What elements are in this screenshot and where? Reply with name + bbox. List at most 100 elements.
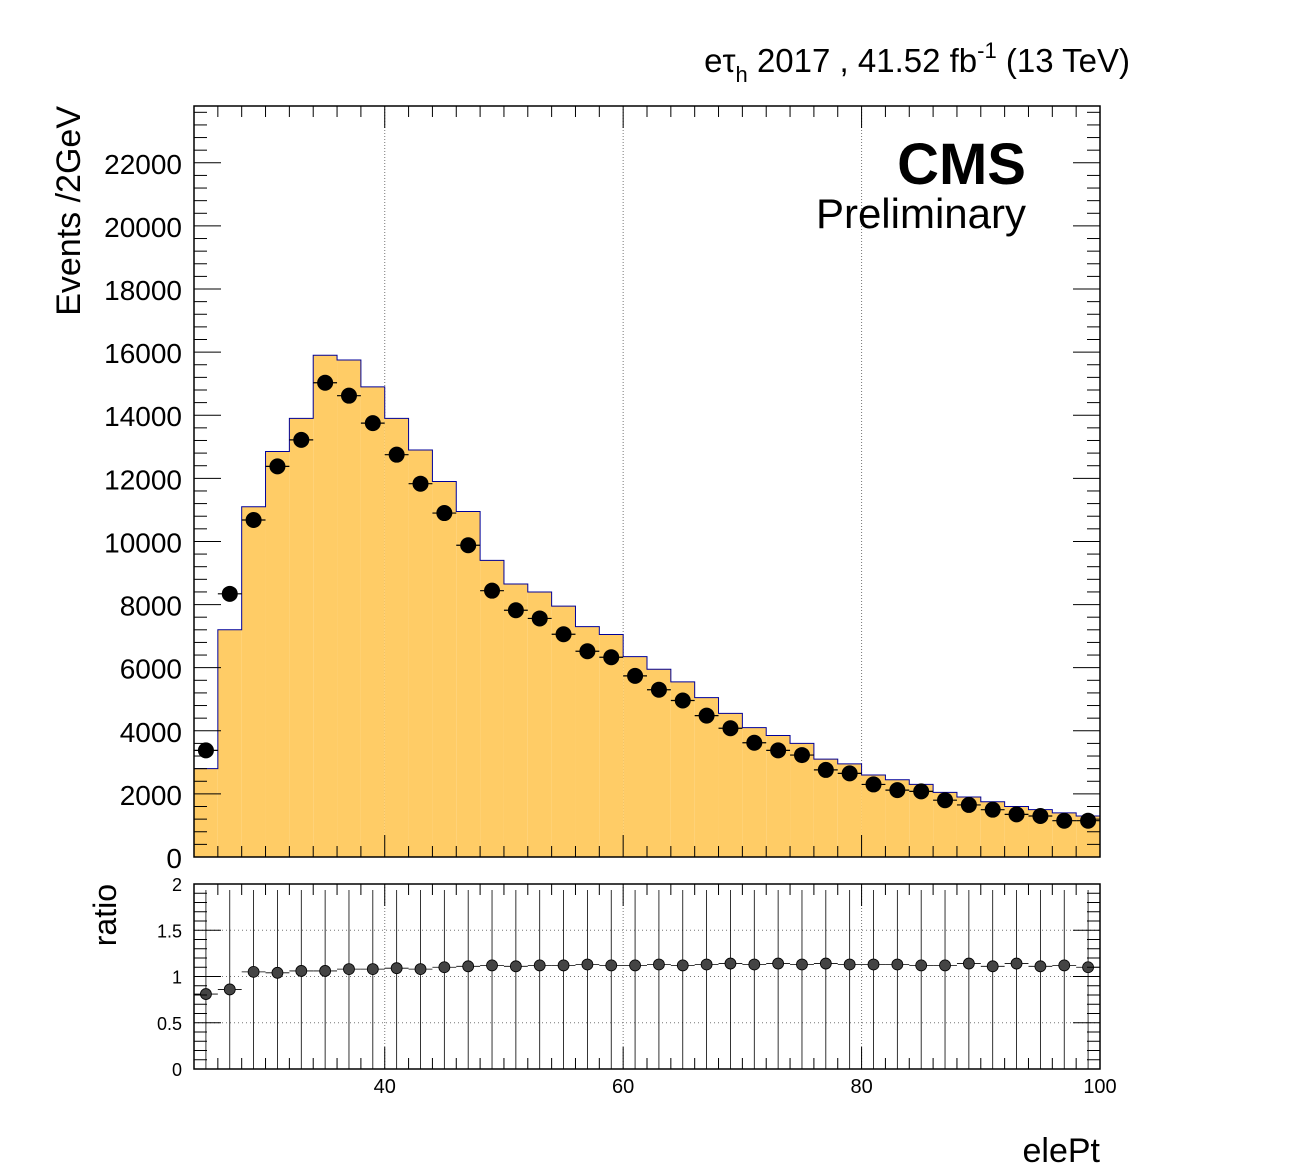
- mc-bar: [289, 418, 314, 857]
- header-lumi-exp: -1: [977, 38, 997, 63]
- ratio-y-tick-label: 1: [172, 968, 182, 988]
- mc-bar: [265, 451, 290, 857]
- mc-bar: [694, 697, 719, 857]
- mc-bar: [956, 797, 981, 857]
- ratio-grid: [194, 884, 1100, 1069]
- data-point: [650, 681, 667, 698]
- data-point: [507, 602, 524, 619]
- data-points: [194, 374, 1100, 829]
- mc-bar: [885, 779, 910, 857]
- ratio-point: [986, 960, 999, 973]
- mc-bar: [813, 759, 838, 857]
- ratio-point: [653, 958, 665, 971]
- mc-bar: [360, 386, 385, 857]
- data-point: [388, 446, 405, 463]
- ratio-point: [581, 958, 594, 971]
- y-tick-label: 0: [166, 843, 182, 874]
- ratio-x-tick-labels: 40 60 80 100: [374, 1076, 1117, 1098]
- data-point: [984, 801, 1001, 818]
- data-point: [937, 792, 954, 809]
- mc-bar: [241, 506, 266, 857]
- mc-bar: [217, 629, 242, 857]
- y-tick-label: 4000: [120, 717, 182, 748]
- mc-bar: [432, 481, 457, 857]
- ratio-point: [557, 959, 570, 972]
- mc-bar: [909, 784, 934, 857]
- ratio-point: [819, 957, 832, 970]
- mc-bar: [623, 656, 647, 857]
- data-point: [793, 747, 810, 764]
- main-panel: 0 2000 4000 6000 8000 10000 12000 14000 16000 180…: [50, 105, 1101, 874]
- main-axis-ticks: [194, 106, 1101, 858]
- ratio-y-axis-title: ratio: [87, 884, 123, 946]
- ratio-point: [438, 961, 451, 974]
- mc-bar: [1076, 815, 1100, 857]
- header-channel-sub: h: [736, 62, 748, 87]
- data-point: [340, 387, 357, 404]
- data-point: [317, 374, 334, 391]
- ratio-axis-ticks: [194, 883, 1101, 1070]
- ratio-point: [1034, 960, 1047, 973]
- mc-bar: [575, 626, 600, 857]
- header-label: eτh 2017 , 41.52 fb-1 (13 TeV): [704, 38, 1130, 87]
- header-channel-e: e: [704, 42, 722, 79]
- data-point: [484, 582, 501, 599]
- ratio-point: [843, 958, 856, 971]
- mc-bar: [313, 355, 338, 857]
- data-point: [627, 667, 644, 684]
- ratio-point: [629, 959, 641, 972]
- mc-bar: [933, 792, 957, 857]
- data-point: [698, 707, 715, 724]
- ratio-point: [462, 960, 475, 973]
- ratio-x-tick-label: 60: [612, 1076, 634, 1098]
- header-energy: (13 TeV): [997, 42, 1130, 79]
- ratio-point: [962, 957, 975, 970]
- data-point: [1080, 812, 1097, 829]
- ratio-point: [343, 963, 355, 975]
- data-point: [603, 649, 620, 666]
- data-point: [817, 761, 834, 778]
- data-point: [674, 692, 691, 709]
- data-point: [1008, 806, 1025, 823]
- ratio-point: [1058, 959, 1071, 972]
- data-point: [579, 643, 596, 660]
- ratio-point: [223, 983, 236, 996]
- data-point: [770, 742, 787, 759]
- mc-bar: [194, 768, 218, 857]
- data-point: [1056, 812, 1073, 829]
- ratio-point: [939, 959, 951, 972]
- y-tick-label: 2000: [120, 780, 182, 811]
- x-axis-title: elePt: [1023, 1132, 1101, 1170]
- data-point: [197, 742, 214, 759]
- ratio-point: [1010, 957, 1023, 970]
- mc-bar: [718, 713, 743, 857]
- data-point: [269, 458, 286, 475]
- data-point: [865, 776, 882, 793]
- mc-bar: [1028, 809, 1053, 857]
- data-point: [555, 626, 572, 643]
- data-point: [746, 734, 763, 751]
- y-tick-label: 6000: [120, 654, 182, 685]
- data-point: [412, 475, 429, 492]
- ratio-point: [533, 959, 546, 972]
- data-point: [841, 765, 858, 782]
- mc-bar: [480, 560, 504, 857]
- y-tick-label: 18000: [104, 275, 182, 306]
- ratio-point: [366, 963, 379, 975]
- data-point: [722, 720, 739, 737]
- mc-bar: [742, 727, 767, 857]
- preliminary-label: Preliminary: [816, 190, 1026, 237]
- mc-outline: [193, 354, 1101, 857]
- mc-bar: [456, 511, 481, 857]
- mc-bar: [527, 591, 552, 857]
- data-point: [913, 783, 930, 800]
- ratio-point: [509, 960, 522, 973]
- y-tick-label: 14000: [104, 401, 182, 432]
- mc-bar: [790, 743, 814, 857]
- ratio-point: [915, 959, 928, 972]
- data-point: [436, 505, 453, 522]
- ratio-point: [605, 959, 618, 972]
- ratio-point: [390, 962, 403, 975]
- data-point: [1032, 807, 1049, 824]
